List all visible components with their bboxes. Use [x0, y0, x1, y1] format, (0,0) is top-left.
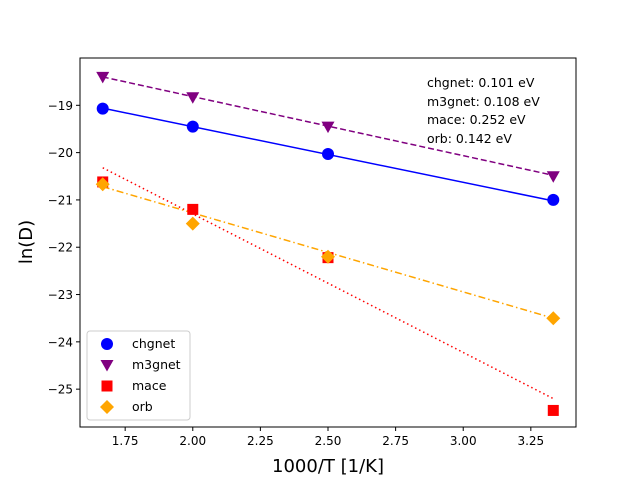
- annotation-m3gnet: m3gnet: 0.108 eV: [427, 94, 540, 109]
- x-tick-label: 2.25: [247, 434, 274, 448]
- y-tick-label: −22: [48, 241, 73, 255]
- data-point-chgnet: [186, 120, 199, 133]
- data-point-chgnet: [547, 193, 560, 206]
- legend-label-m3gnet: m3gnet: [132, 357, 181, 372]
- legend-box: [86, 330, 191, 421]
- annotation-chgnet: chgnet: 0.101 eV: [427, 75, 535, 90]
- annotation-orb: orb: 0.142 eV: [427, 131, 512, 146]
- data-markers: [95, 71, 561, 416]
- annotation-mace: mace: 0.252 eV: [427, 112, 526, 127]
- x-tick-label: 3.25: [517, 434, 544, 448]
- data-point-m3gnet: [96, 71, 110, 84]
- data-point-mace: [187, 203, 199, 215]
- data-point-orb: [185, 216, 200, 231]
- y-axis-ticks: −25 −24 −23 −22 −21 −20 −19: [48, 99, 80, 397]
- x-tick-label: 1.75: [112, 434, 139, 448]
- data-point-chgnet: [96, 102, 109, 115]
- y-tick-label: −25: [48, 383, 73, 397]
- legend-label-chgnet: chgnet: [132, 336, 175, 351]
- y-axis-label: ln(D): [16, 220, 37, 264]
- y-tick-label: −21: [48, 193, 73, 207]
- x-axis-ticks: 1.75 2.00 2.25 2.50 2.75 3.00 3.25: [112, 427, 544, 448]
- x-tick-label: 2.00: [179, 434, 206, 448]
- legend-marker-orb: [100, 400, 114, 414]
- y-tick-label: −19: [48, 99, 73, 113]
- x-tick-label: 3.00: [450, 434, 477, 448]
- legend-markers: [100, 338, 114, 414]
- legend-marker-chgnet: [101, 338, 113, 350]
- legend-marker-mace: [101, 380, 113, 392]
- data-point-m3gnet: [186, 92, 200, 104]
- fit-line-mace: [102, 167, 554, 400]
- data-point-orb: [95, 177, 110, 192]
- legend-label-mace: mace: [132, 378, 167, 393]
- legend-label-orb: orb: [132, 399, 153, 414]
- data-point-orb: [321, 249, 335, 264]
- x-tick-label: 2.75: [382, 434, 409, 448]
- legend-marker-m3gnet: [100, 360, 114, 372]
- x-tick-label: 2.50: [315, 434, 342, 448]
- y-tick-label: −24: [48, 335, 73, 349]
- data-point-m3gnet: [321, 121, 335, 134]
- data-point-chgnet: [322, 148, 334, 161]
- data-point-orb: [546, 311, 561, 326]
- legend: chgnet m3gnet mace orb: [86, 330, 191, 421]
- activation-energy-annotations: chgnet: 0.101 eV m3gnet: 0.108 eV mace: …: [427, 75, 540, 146]
- x-axis-label: 1000/T [1/K]: [272, 456, 384, 477]
- data-point-m3gnet: [546, 171, 560, 183]
- data-point-mace: [547, 404, 559, 416]
- y-tick-label: −23: [48, 288, 73, 302]
- y-tick-label: −20: [48, 146, 73, 160]
